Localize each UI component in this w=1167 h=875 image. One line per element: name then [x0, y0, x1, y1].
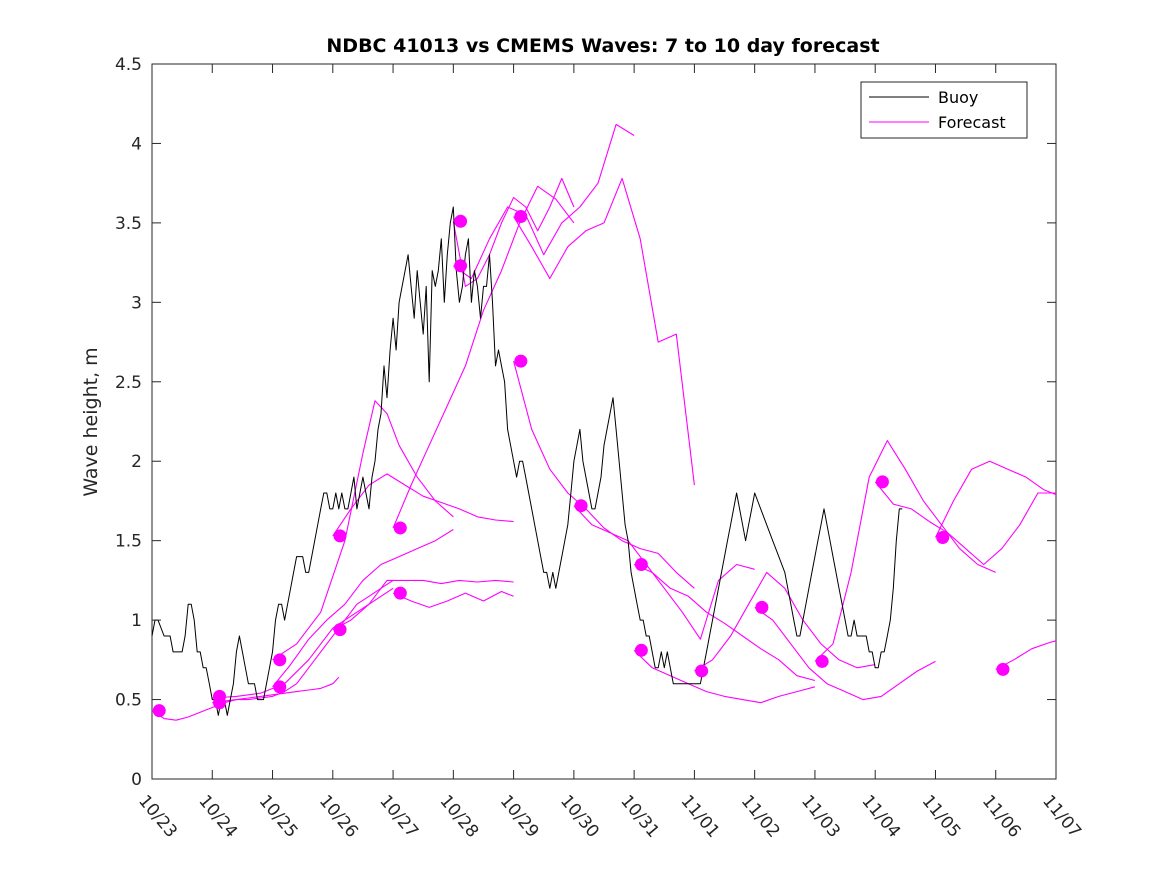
forecast-line	[332, 473, 514, 537]
forecast-marker-group	[152, 210, 1010, 718]
forecast-line	[935, 460, 1057, 538]
forecast-line	[694, 571, 876, 672]
y-tick-label: 3	[131, 293, 142, 313]
forecast-marker	[936, 530, 950, 544]
forecast-line	[995, 640, 1057, 670]
forecast-marker	[875, 475, 889, 489]
forecast-line	[513, 360, 695, 589]
forecast-marker	[212, 696, 226, 710]
legend-label-forecast: Forecast	[938, 113, 1006, 132]
legend-label-buoy: Buoy	[938, 88, 978, 107]
y-tick-label: 4	[131, 134, 142, 154]
forecast-line	[452, 123, 635, 280]
axes-box	[151, 63, 1057, 780]
forecast-marker	[333, 529, 347, 543]
forecast-line	[573, 505, 755, 640]
forecast-marker	[634, 643, 648, 657]
forecast-line	[212, 587, 394, 699]
forecast-line	[814, 440, 996, 662]
forecast-marker	[333, 623, 347, 637]
forecast-marker	[393, 521, 407, 535]
plot-area	[151, 63, 1057, 780]
y-tick-label: 0	[131, 770, 142, 790]
forecast-marker	[755, 600, 769, 614]
forecast-line	[392, 590, 514, 608]
forecast-marker	[695, 664, 709, 678]
buoy-line	[151, 206, 903, 716]
forecast-line	[392, 185, 575, 529]
y-tick-label: 2	[131, 452, 142, 472]
forecast-line	[272, 529, 454, 688]
forecast-marker	[393, 586, 407, 600]
forecast-marker	[514, 210, 528, 224]
forecast-line	[633, 563, 816, 682]
y-tick-label: 3.5	[115, 214, 142, 234]
forecast-line	[332, 579, 514, 631]
forecast-marker	[273, 680, 287, 694]
forecast-line	[754, 606, 936, 701]
forecast-line	[633, 649, 816, 704]
forecast-marker	[454, 259, 468, 273]
forecast-line	[874, 481, 1056, 566]
forecast-marker	[634, 558, 648, 571]
y-tick-label: 1	[131, 611, 142, 631]
y-axis: 0 0.5 1 1.5 2 2.5 3 3.5 4 4.5	[115, 55, 1056, 790]
chart-title: NDBC 41013 vs CMEMS Waves: 7 to 10 day f…	[326, 35, 879, 57]
forecast-line	[151, 579, 394, 721]
forecast-marker	[514, 354, 528, 368]
y-tick-label: 2.5	[115, 373, 142, 393]
buoy-series-group	[151, 206, 903, 716]
legend-box	[860, 81, 1028, 139]
forecast-marker	[273, 653, 287, 667]
legend: Buoy Forecast	[860, 81, 1028, 139]
forecast-line	[212, 676, 340, 704]
y-tick-label: 4.5	[115, 55, 142, 75]
y-tick-label: 1.5	[115, 532, 142, 552]
forecast-marker	[996, 662, 1010, 676]
forecast-marker	[815, 654, 829, 668]
forecast-marker	[574, 499, 588, 513]
forecast-line	[272, 400, 454, 661]
forecast-series-group	[151, 123, 1057, 721]
forecast-line	[513, 177, 695, 486]
y-axis-label: Wave height, m	[80, 347, 102, 496]
y-tick-label: 0.5	[115, 691, 142, 711]
forecast-marker	[454, 214, 468, 228]
forecast-marker	[152, 704, 166, 718]
